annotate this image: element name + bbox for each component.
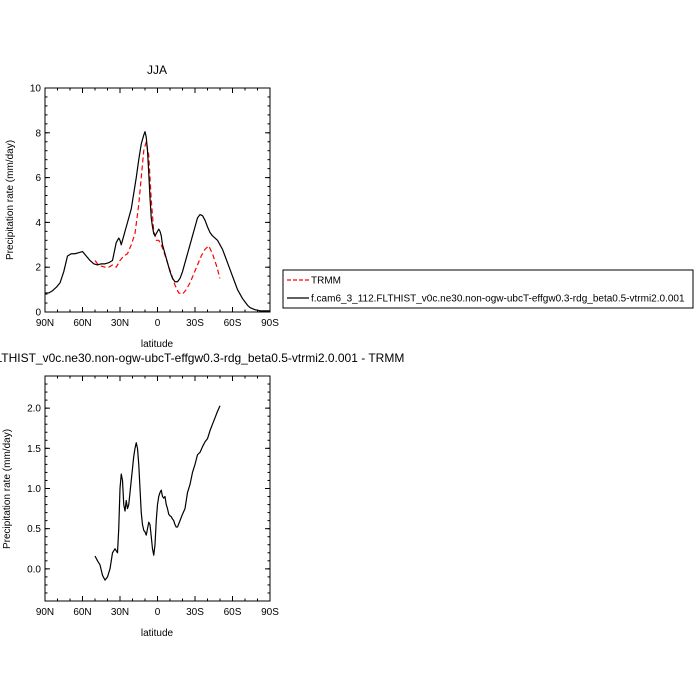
legend: TRMM f.cam6_3_112.FLTHIST_v0c.ne30.non-o… — [282, 269, 694, 309]
y-tick-label: 8 — [35, 128, 41, 139]
y-tick-label: 10 — [30, 84, 42, 95]
series-line-trmm — [94, 141, 221, 295]
x-axis: 90N 60N 30N 0 30S 60S 90S — [36, 376, 279, 618]
x-tick-label: 60N — [73, 607, 91, 618]
y-tick-label: 6 — [35, 173, 41, 184]
x-tick-label: 60S — [224, 607, 242, 618]
plot-frame — [44, 87, 271, 313]
precip-difference-panel: f.cam6_3_112.FLTHIST_v0c.ne30.non-ogw-ub… — [0, 351, 404, 639]
y-axis: 0.0 0.5 1.0 1.5 2.0 — [27, 375, 270, 602]
chart-title: f.cam6_3_112.FLTHIST_v0c.ne30.non-ogw-ub… — [0, 351, 404, 365]
y-tick-label: 1.0 — [27, 484, 41, 495]
x-tick-label: 90S — [261, 318, 279, 329]
x-tick-label: 90N — [36, 318, 54, 329]
legend-label-model: f.cam6_3_112.FLTHIST_v0c.ne30.non-ogw-ub… — [311, 294, 685, 305]
series-group — [94, 405, 221, 581]
y-axis: 0 2 4 6 8 10 — [30, 84, 270, 319]
x-tick-label: 90S — [261, 607, 279, 618]
x-tick-label: 60S — [224, 318, 242, 329]
y-tick-label: 0 — [35, 308, 41, 319]
x-tick-label: 30N — [111, 607, 129, 618]
series-line-difference — [94, 405, 221, 581]
x-tick-label: 30S — [186, 607, 204, 618]
y-tick-label: 1.5 — [27, 444, 41, 455]
chart-title: JJA — [147, 63, 167, 77]
x-axis-label: latitude — [141, 628, 174, 639]
y-axis-label: Precipitation rate (mm/day) — [5, 140, 16, 260]
y-axis-label: Precipitation rate (mm/day) — [2, 429, 13, 549]
x-axis: 90N 60N 30N 0 30S 60S 90S — [36, 88, 279, 329]
legend-box — [282, 269, 694, 309]
precip-panel-jja: JJA 90N 60N 30N 0 30S 60S 90S 0 2 4 6 8 10 latitude… — [5, 63, 279, 350]
y-tick-label: 0.5 — [27, 524, 41, 535]
x-tick-label: 0 — [155, 607, 161, 618]
x-tick-label: 0 — [155, 318, 161, 329]
x-tick-label: 30S — [186, 318, 204, 329]
y-tick-label: 2.0 — [27, 404, 41, 415]
series-group — [45, 131, 270, 312]
x-tick-label: 30N — [111, 318, 129, 329]
x-tick-label: 90N — [36, 607, 54, 618]
x-tick-label: 60N — [73, 318, 91, 329]
x-axis-label: latitude — [141, 339, 174, 350]
y-tick-label: 2 — [35, 263, 41, 274]
legend-label-trmm: TRMM — [311, 276, 341, 287]
plot-frame — [44, 375, 271, 602]
series-line-model — [45, 131, 270, 312]
y-tick-label: 4 — [35, 218, 41, 229]
y-tick-label: 0.0 — [27, 564, 41, 575]
